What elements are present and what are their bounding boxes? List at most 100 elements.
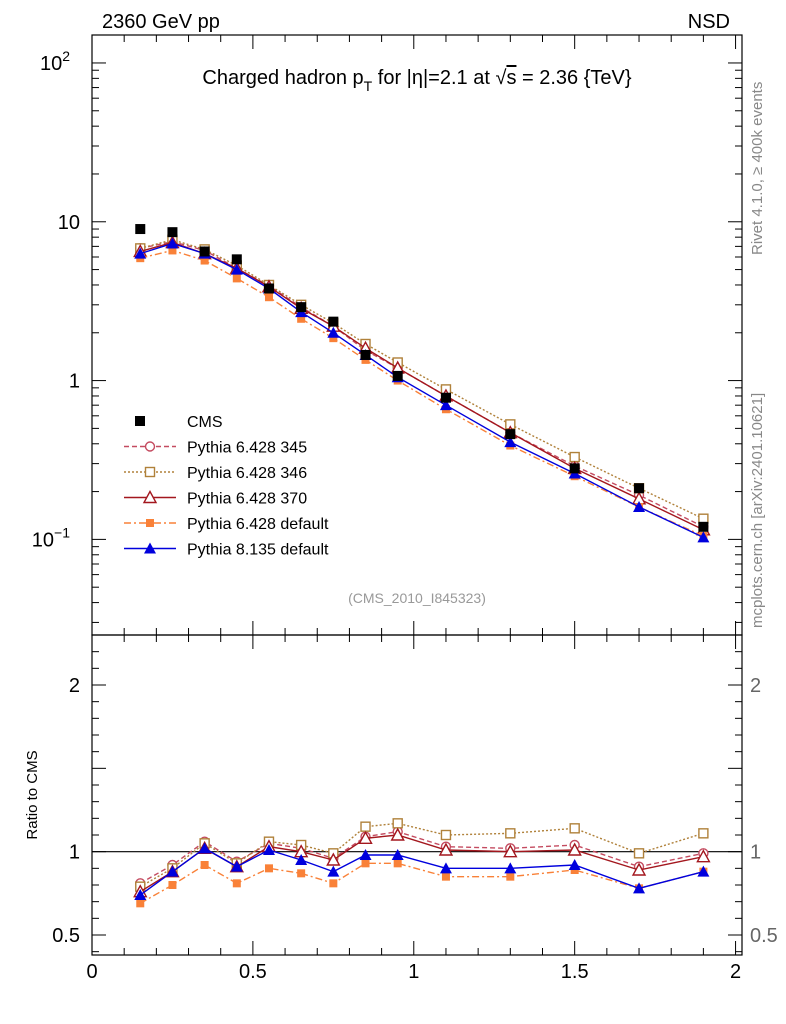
x-tick-label: 0.5: [239, 961, 267, 983]
main-y-axis: 10−1 1 10 102: [32, 48, 742, 623]
series-5-ratio-point: [391, 849, 404, 860]
cms-data-point: [296, 302, 307, 313]
series-4-ratio-point: [200, 861, 209, 869]
series-5-point: [230, 263, 243, 275]
legend: CMS Pythia 6.428 345 Pythia 6.428 346 Pythi…: [124, 414, 329, 559]
series-5-ratio-point: [295, 854, 308, 865]
legend-marker: [144, 466, 156, 478]
series-2-ratio-point: [392, 818, 403, 829]
x-tick-label: 0: [86, 961, 97, 983]
legend-marker: [142, 490, 158, 504]
main-ytick-label: 1: [69, 371, 80, 393]
cms-data-point: [634, 483, 645, 494]
series-5-point: [327, 326, 340, 338]
series-5-ratio-point: [439, 862, 452, 874]
series-4-ratio-point: [264, 864, 273, 873]
series-2-ratio-point: [505, 828, 516, 839]
series-5-ratio-point: [198, 842, 211, 854]
series-4-ratio-point: [393, 859, 402, 868]
series-5-point: [439, 399, 452, 411]
series-4-ratio-point: [441, 872, 450, 881]
series-4-point: [329, 334, 338, 343]
series-5-ratio-point: [359, 849, 372, 860]
x-tick-label: 1.5: [561, 961, 589, 983]
ratio-ytick-label-right: 0.5: [750, 925, 778, 947]
series-4-ratio-line: [139, 862, 704, 904]
legend-item-series-1: Pythia 6.428 345: [124, 440, 307, 457]
cms-data-point: [328, 316, 339, 327]
main-series: [133, 224, 711, 543]
rivet-label: Rivet 4.1.0, ≥ 400k events: [749, 82, 766, 255]
series-1-line: [140, 240, 704, 528]
cms-data-point: [392, 370, 403, 381]
series-4-ratio-point: [168, 881, 177, 889]
series-5-ratio-point: [633, 882, 646, 894]
cms-data-point: [199, 246, 210, 257]
series-5-ratio-point: [262, 844, 275, 855]
cms-data-point: [231, 254, 242, 265]
legend-marker: [144, 441, 156, 452]
legend-item-series-4: Pythia 6.428 default: [124, 516, 329, 533]
series-2-ratio: [135, 818, 709, 892]
x-tick-label: 2: [730, 961, 741, 983]
ratio-ytick-label: 2: [69, 675, 80, 697]
series-3-ratio-point: [631, 862, 647, 876]
series-5-ratio-line: [139, 847, 704, 896]
series-2-ratio-point: [440, 829, 452, 841]
main-panel: Charged hadron pT for |η|=2.1 at √s = 2.…: [32, 34, 743, 636]
series-5-ratio-point: [504, 862, 517, 874]
legend-item-series-5: Pythia 8.135 default: [124, 542, 329, 559]
series-4-line: [140, 249, 704, 537]
cms-data-point: [505, 429, 516, 440]
series-5-ratio-point: [327, 865, 340, 877]
ratio-ylabel: Ratio to CMS: [24, 750, 41, 839]
series-3-ratio-point: [358, 830, 373, 845]
series-4-ratio: [136, 859, 708, 908]
main-x-ticks: [91, 35, 737, 635]
series-4-point: [264, 293, 273, 302]
series-4-ratio-point: [297, 869, 306, 878]
series-3-line: [140, 241, 704, 531]
series-4-ratio-point: [361, 859, 370, 868]
ratio-x-axis: 0 0.5 1 1.5 2: [86, 635, 741, 983]
series-3-ratio-point: [696, 849, 711, 863]
series-3-ratio-point: [438, 842, 454, 856]
series-2-line: [140, 239, 704, 520]
series-4-ratio-point: [136, 899, 145, 908]
series-3-ratio-line: [139, 834, 704, 893]
series-4-ratio-point: [232, 879, 241, 888]
legend-label: Pythia 6.428 345: [187, 440, 307, 457]
legend-label: Pythia 6.428 346: [187, 465, 307, 482]
energy-label: 2360 GeV pp: [102, 11, 220, 33]
cms-data-point: [569, 463, 580, 474]
x-tick-label: 1: [408, 961, 419, 983]
series-2-ratio-point: [569, 823, 580, 834]
legend-item-cms: CMS: [135, 414, 223, 431]
series-5-point: [697, 531, 710, 543]
series-4-ratio-point: [329, 879, 338, 888]
series-3-ratio-point: [503, 844, 518, 858]
series-2-ratio-point: [698, 828, 709, 839]
process-label: NSD: [688, 11, 730, 33]
series-5-line: [140, 242, 704, 538]
series-2-ratio-point: [633, 848, 645, 859]
cms-data: [135, 224, 709, 532]
series-5-point: [633, 500, 646, 512]
legend-item-series-2: Pythia 6.428 346: [124, 465, 307, 482]
series-5-ratio-point: [134, 889, 147, 900]
legend-marker: [144, 542, 156, 554]
main-ytick-label: 10−1: [32, 524, 70, 551]
cms-data-point: [263, 283, 274, 294]
ratio-panel: Ratio to CMS 0.5 0.5 1 1 2 2 0 0.5 1 1.5 2: [24, 634, 778, 983]
cms-data-point: [440, 392, 451, 403]
mcplots-label: mcplots.cern.ch [arXiv:2401.10621]: [749, 393, 766, 628]
series-5-ratio-point: [166, 865, 179, 877]
series-3-ratio-point: [326, 852, 341, 866]
cms-data-point: [135, 224, 146, 235]
series-4-ratio-point: [506, 872, 515, 881]
series-5-point: [134, 247, 147, 259]
series-5-ratio-point: [230, 860, 243, 872]
series-5-ratio: [134, 842, 710, 900]
legend-label: Pythia 8.135 default: [187, 542, 329, 559]
series-1-main: [135, 236, 709, 533]
